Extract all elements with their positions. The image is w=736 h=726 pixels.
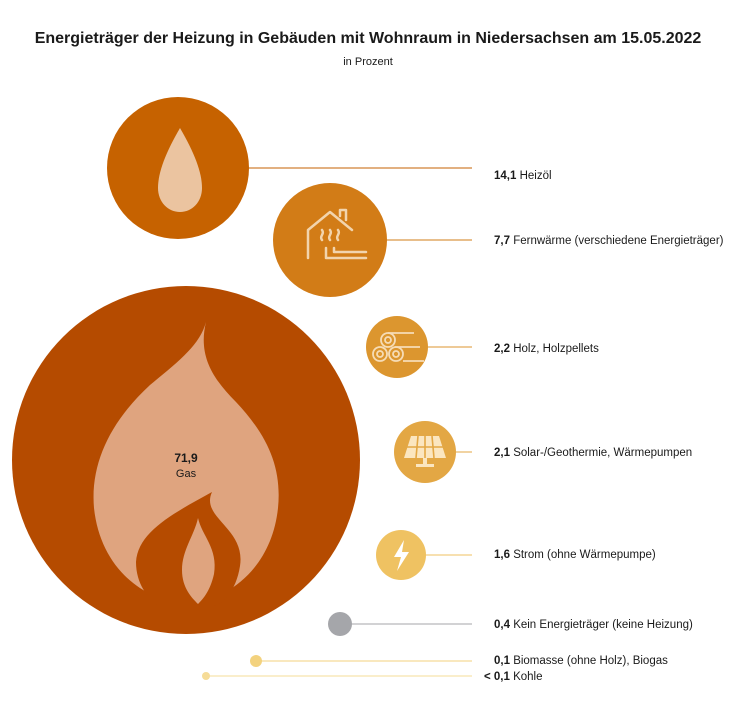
series-value: 0,4 bbox=[494, 619, 513, 631]
series-name: Strom (ohne Wärmepumpe) bbox=[513, 549, 656, 561]
series-name: Heizöl bbox=[520, 170, 552, 182]
series-value: 2,1 bbox=[494, 447, 513, 459]
series-label: 7,7 Fernwärme (verschiedene Energieträge… bbox=[494, 235, 724, 247]
series-name: Kein Energieträger (keine Heizung) bbox=[513, 619, 693, 631]
series-label: 2,1 Solar-/Geothermie, Wärmepumpen bbox=[494, 447, 692, 459]
series-label: 0,4 Kein Energieträger (keine Heizung) bbox=[494, 619, 693, 631]
series-value: 2,2 bbox=[494, 343, 513, 355]
series-name: Biomasse (ohne Holz), Biogas bbox=[513, 655, 668, 667]
bubble-kohle bbox=[202, 672, 210, 680]
district-heating-house-icon bbox=[306, 208, 368, 260]
wood-logs-icon bbox=[372, 332, 424, 362]
series-value: 0,1 bbox=[494, 655, 513, 667]
series-name: Kohle bbox=[513, 671, 542, 683]
bubble-biomasse bbox=[250, 655, 262, 667]
bubble-kein bbox=[328, 612, 352, 636]
series-label: 2,2 Holz, Holzpellets bbox=[494, 343, 599, 355]
oil-drop-icon bbox=[158, 128, 202, 212]
bubble-gas-label: Gas bbox=[176, 468, 197, 480]
flame-icon bbox=[93, 322, 279, 606]
bubble-gas-value: 71,9 bbox=[174, 451, 198, 465]
series-label: < 0,1 Kohle bbox=[484, 671, 543, 683]
series-name: Solar-/Geothermie, Wärmepumpen bbox=[513, 447, 692, 459]
chart-subtitle: in Prozent bbox=[343, 56, 393, 68]
series-label: 14,1 Heizöl bbox=[494, 170, 552, 182]
series-label: 1,6 Strom (ohne Wärmepumpe) bbox=[494, 549, 656, 561]
series-value: < 0,1 bbox=[484, 671, 513, 683]
solar-panel-icon bbox=[404, 435, 446, 467]
series-name: Fernwärme (verschiedene Energieträger) bbox=[513, 235, 723, 247]
series-label: 0,1 Biomasse (ohne Holz), Biogas bbox=[494, 655, 668, 667]
lightning-icon bbox=[394, 540, 409, 571]
chart-title: Energieträger der Heizung in Gebäuden mi… bbox=[34, 30, 702, 47]
series-value: 14,1 bbox=[494, 170, 520, 182]
series-name: Holz, Holzpellets bbox=[513, 343, 599, 355]
series-value: 7,7 bbox=[494, 235, 513, 247]
series-value: 1,6 bbox=[494, 549, 513, 561]
